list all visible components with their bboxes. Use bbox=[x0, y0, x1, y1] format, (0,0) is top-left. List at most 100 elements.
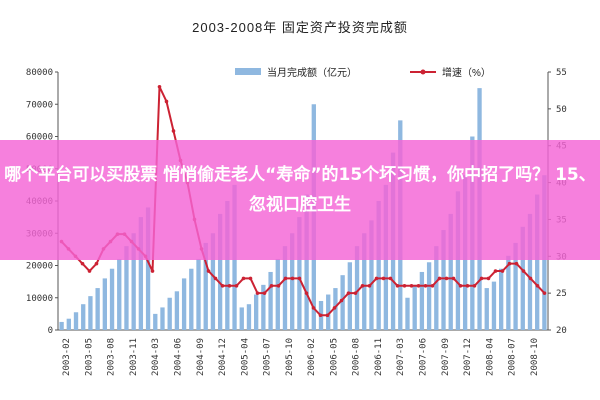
bar bbox=[124, 246, 129, 330]
bar bbox=[362, 233, 367, 330]
growth-point bbox=[374, 276, 379, 281]
bar bbox=[145, 207, 151, 330]
growth-point bbox=[444, 276, 449, 281]
growth-point bbox=[514, 261, 519, 266]
bar bbox=[167, 297, 172, 330]
x-tick-label: 2008-04 bbox=[485, 338, 495, 376]
growth-point bbox=[423, 283, 428, 288]
growth-point bbox=[451, 276, 456, 281]
bar bbox=[506, 255, 511, 330]
growth-point bbox=[493, 269, 498, 273]
overlay-banner bbox=[0, 140, 600, 260]
left-tick-label: 60000 bbox=[26, 133, 53, 143]
growth-point bbox=[94, 261, 99, 266]
growth-point bbox=[472, 283, 477, 288]
right-tick-label: 25 bbox=[556, 289, 567, 299]
growth-point bbox=[318, 313, 323, 318]
growth-point bbox=[507, 261, 512, 266]
growth-point bbox=[332, 306, 337, 310]
bar bbox=[535, 194, 540, 330]
bar bbox=[239, 307, 244, 330]
bar bbox=[527, 213, 533, 330]
chart-title: 2003-2008年 固定资产投资完成额 bbox=[192, 20, 408, 35]
bar bbox=[160, 307, 165, 330]
bar bbox=[419, 271, 425, 330]
growth-point bbox=[311, 306, 316, 310]
bar bbox=[246, 304, 252, 330]
x-tick-label: 2008-10 bbox=[530, 338, 540, 376]
bar bbox=[196, 259, 201, 330]
growth-point bbox=[80, 261, 85, 266]
x-tick-label: 2004-03 bbox=[151, 338, 161, 376]
growth-point bbox=[528, 276, 533, 281]
growth-point bbox=[227, 283, 232, 288]
growth-point bbox=[500, 269, 505, 273]
growth-point bbox=[409, 283, 414, 288]
x-tick-label: 2006-08 bbox=[352, 338, 362, 376]
growth-point bbox=[535, 283, 540, 288]
bar bbox=[354, 246, 360, 330]
growth-point bbox=[157, 84, 162, 89]
bar bbox=[109, 268, 115, 330]
x-tick-label: 2008-07 bbox=[508, 338, 518, 376]
x-tick-label: 2003-02 bbox=[62, 338, 72, 376]
x-tick-label: 2005-10 bbox=[285, 338, 295, 376]
bar bbox=[189, 268, 194, 330]
bar bbox=[254, 294, 259, 330]
bar bbox=[282, 246, 288, 330]
left-tick-label: 70000 bbox=[26, 100, 53, 110]
left-tick-label: 0 bbox=[48, 326, 53, 336]
bar bbox=[455, 191, 461, 330]
bar bbox=[88, 296, 93, 330]
x-tick-label: 2005-07 bbox=[263, 338, 273, 376]
bar bbox=[484, 288, 489, 330]
legend: 当月完成额（亿元） 增速（%） bbox=[235, 66, 491, 79]
growth-point bbox=[367, 283, 372, 288]
growth-point bbox=[304, 291, 309, 295]
bar bbox=[181, 278, 187, 330]
bar bbox=[304, 194, 309, 330]
growth-point bbox=[262, 291, 267, 295]
bar bbox=[520, 226, 525, 330]
growth-point bbox=[395, 283, 400, 288]
bar bbox=[426, 262, 432, 330]
growth-point bbox=[234, 283, 239, 288]
x-tick-label: 2007-09 bbox=[441, 338, 451, 376]
growth-point bbox=[150, 269, 155, 273]
bar bbox=[203, 242, 208, 330]
bar bbox=[210, 233, 216, 330]
bar bbox=[491, 281, 497, 330]
growth-point bbox=[206, 269, 211, 273]
growth-point bbox=[87, 269, 92, 273]
bar bbox=[297, 217, 302, 330]
bar bbox=[261, 284, 266, 330]
x-tick-label: 2006-11 bbox=[374, 338, 384, 376]
x-tick-label: 2004-12 bbox=[218, 338, 228, 376]
bar bbox=[448, 213, 453, 330]
growth-point bbox=[213, 276, 218, 281]
bar bbox=[95, 288, 100, 330]
growth-point bbox=[171, 129, 176, 133]
growth-point bbox=[346, 291, 351, 295]
growth-point bbox=[388, 276, 393, 281]
bar bbox=[513, 242, 518, 330]
growth-point bbox=[325, 313, 330, 318]
growth-point bbox=[430, 283, 435, 288]
x-tick-label: 2003-08 bbox=[107, 338, 117, 376]
bar bbox=[405, 297, 410, 330]
bar bbox=[102, 278, 107, 330]
bar bbox=[326, 294, 331, 330]
growth-point bbox=[255, 291, 260, 295]
overlay-headline[interactable]: 哪个平台可以买股票 悄悄偷走老人“寿命”的15个坏习惯，你中招了吗？ 15、忽视… bbox=[4, 165, 596, 215]
left-tick-label: 10000 bbox=[26, 294, 53, 304]
bar bbox=[117, 259, 122, 330]
bar bbox=[290, 233, 295, 330]
growth-point bbox=[353, 291, 358, 295]
x-tick-label: 2004-09 bbox=[196, 338, 206, 376]
bar bbox=[81, 304, 86, 330]
bar bbox=[376, 201, 381, 330]
bar bbox=[441, 230, 446, 330]
growth-point bbox=[241, 276, 246, 281]
bar bbox=[131, 233, 136, 330]
growth-point bbox=[276, 283, 281, 288]
